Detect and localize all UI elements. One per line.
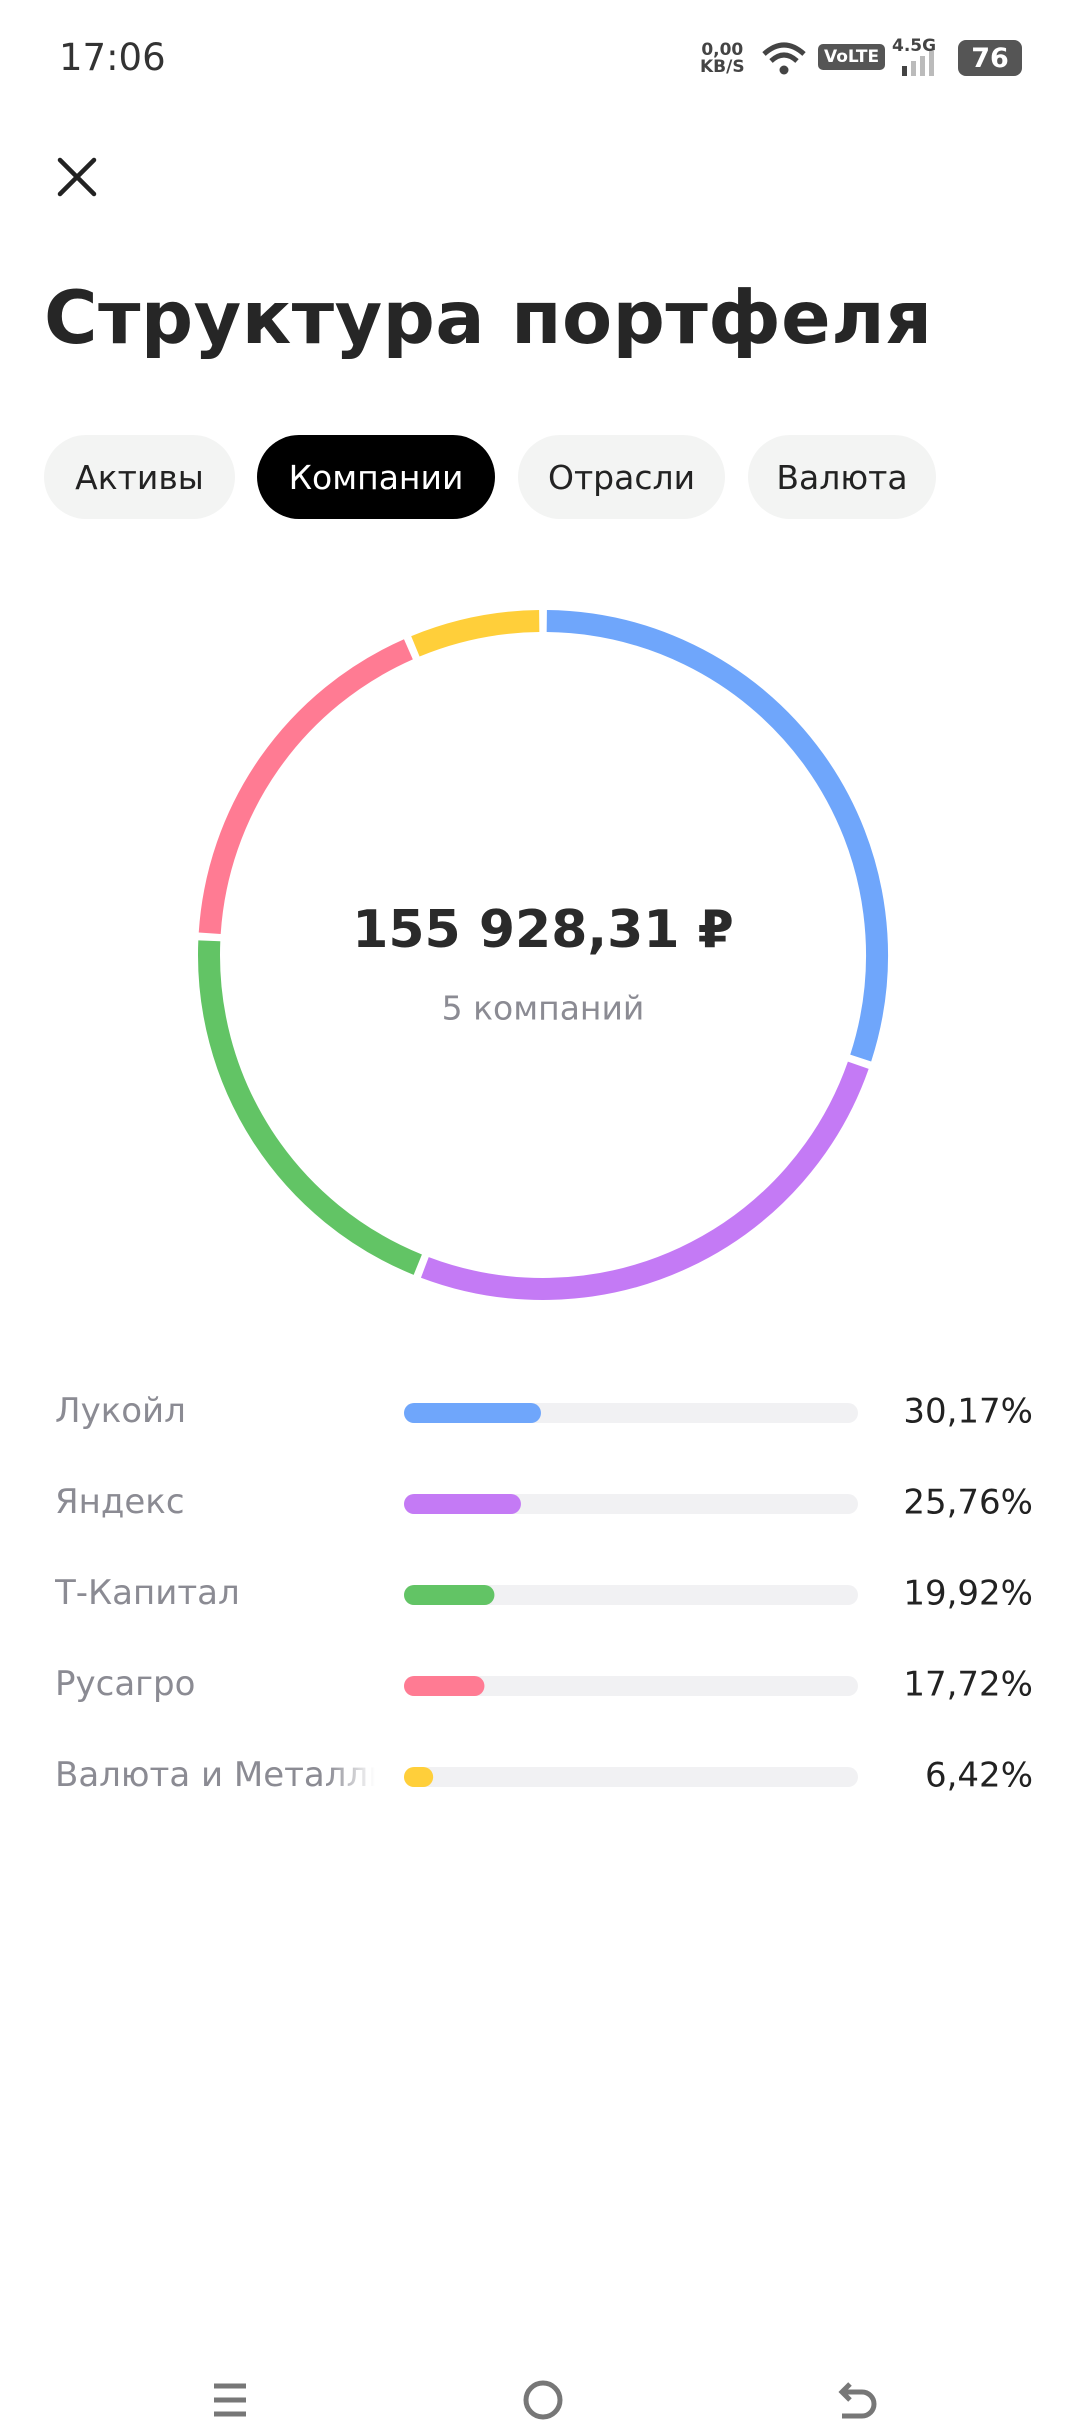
close-button[interactable] (52, 152, 102, 202)
volte-badge: VoLTE (818, 44, 886, 70)
bar-track (404, 1767, 858, 1787)
legend-name: Яндекс (55, 1482, 185, 1522)
status-time: 17:06 (59, 36, 166, 79)
nav-back[interactable] (826, 2370, 886, 2430)
nav-home[interactable] (513, 2370, 573, 2430)
battery: 76 (958, 40, 1022, 76)
tab[interactable]: Компании (257, 435, 495, 519)
bar (404, 1494, 521, 1514)
bar (404, 1676, 485, 1696)
wifi-icon (762, 42, 806, 75)
donut-segment (198, 940, 422, 1275)
center-label: 5 компаний (442, 989, 645, 1028)
chart: 155 928,31 ₽ 5 компаний 30,17% 25,76% 19,92%… (198, 610, 1033, 1796)
legend-name: Русагро (55, 1664, 196, 1704)
tab[interactable]: Отрасли (518, 435, 725, 519)
donut-segment (198, 639, 413, 934)
tab[interactable]: Активы (44, 435, 235, 519)
donut-segment (420, 1061, 869, 1300)
legend-name: Т-Капитал (55, 1573, 240, 1613)
nav-menu[interactable] (200, 2370, 260, 2430)
tab[interactable]: Валюта (748, 435, 936, 519)
bar-track (404, 1585, 858, 1605)
donut-segment (546, 610, 888, 1062)
value-label: 6,42% (925, 1756, 1033, 1796)
signal-icon (902, 51, 934, 76)
speed-unit: KB/S (700, 57, 745, 77)
value-label: 30,17% (903, 1392, 1033, 1432)
status-speed: 0,00 KB/S (700, 42, 745, 76)
value-label: 25,76% (903, 1483, 1033, 1523)
donut-segment (411, 610, 540, 657)
page-title: Структура портфеля (44, 276, 933, 361)
bar-track (404, 1676, 858, 1696)
center-value: 155 928,31 ₽ (352, 900, 734, 960)
bar (404, 1403, 541, 1423)
network-type: 4.5G (892, 36, 937, 56)
value-label: 17,72% (903, 1665, 1033, 1705)
speed-value: 0,00 (701, 40, 744, 60)
legend-name: Валюта и Металлы (55, 1755, 375, 1795)
bar (404, 1585, 495, 1605)
value-label: 19,92% (903, 1574, 1033, 1614)
bar (404, 1767, 434, 1787)
legend-name: Лукойл (55, 1391, 186, 1431)
